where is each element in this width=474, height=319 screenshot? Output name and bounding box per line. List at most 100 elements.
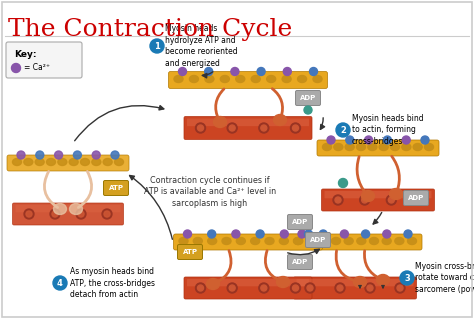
Circle shape xyxy=(362,230,370,238)
Circle shape xyxy=(52,211,58,217)
FancyBboxPatch shape xyxy=(295,91,320,106)
Ellipse shape xyxy=(356,144,365,151)
FancyBboxPatch shape xyxy=(16,205,120,212)
FancyBboxPatch shape xyxy=(321,189,435,211)
Circle shape xyxy=(304,106,312,114)
Ellipse shape xyxy=(306,238,315,244)
Circle shape xyxy=(292,285,299,291)
Ellipse shape xyxy=(322,144,331,151)
Circle shape xyxy=(17,151,25,159)
Circle shape xyxy=(319,230,327,238)
Circle shape xyxy=(395,283,405,293)
FancyBboxPatch shape xyxy=(12,203,124,225)
Ellipse shape xyxy=(251,238,260,244)
Ellipse shape xyxy=(408,238,417,244)
Circle shape xyxy=(111,151,119,159)
FancyBboxPatch shape xyxy=(177,244,202,259)
Circle shape xyxy=(307,285,313,291)
FancyBboxPatch shape xyxy=(306,233,330,248)
Text: As myosin heads bind
ATP, the cross-bridges
detach from actin: As myosin heads bind ATP, the cross-brid… xyxy=(70,267,155,299)
Circle shape xyxy=(400,271,414,285)
Text: = Ca²⁺: = Ca²⁺ xyxy=(24,63,50,72)
Ellipse shape xyxy=(376,275,390,286)
FancyBboxPatch shape xyxy=(288,234,422,250)
Ellipse shape xyxy=(382,238,391,244)
Ellipse shape xyxy=(190,76,199,83)
Circle shape xyxy=(291,123,301,133)
Circle shape xyxy=(198,285,203,291)
Circle shape xyxy=(340,230,348,238)
Circle shape xyxy=(338,179,347,188)
Ellipse shape xyxy=(395,238,404,244)
Ellipse shape xyxy=(279,238,288,244)
Text: Myosin heads
hydrolyze ATP and
become reoriented
and energized: Myosin heads hydrolyze ATP and become re… xyxy=(165,24,237,68)
Text: Myosin cross-bridges
rotate toward center of
sarcomere (power stroke): Myosin cross-bridges rotate toward cente… xyxy=(415,262,474,294)
Ellipse shape xyxy=(58,159,67,166)
Circle shape xyxy=(397,285,403,291)
Ellipse shape xyxy=(208,238,217,244)
FancyBboxPatch shape xyxy=(187,279,309,286)
Text: ADP: ADP xyxy=(292,259,308,265)
Ellipse shape xyxy=(390,189,402,199)
Circle shape xyxy=(310,68,318,76)
Ellipse shape xyxy=(344,238,353,244)
Circle shape xyxy=(261,285,267,291)
FancyBboxPatch shape xyxy=(288,214,312,229)
Ellipse shape xyxy=(319,238,328,244)
Ellipse shape xyxy=(236,76,245,83)
Ellipse shape xyxy=(368,144,377,151)
Ellipse shape xyxy=(391,144,400,151)
Circle shape xyxy=(261,125,267,131)
Circle shape xyxy=(404,230,412,238)
Circle shape xyxy=(280,230,288,238)
Circle shape xyxy=(36,151,44,159)
FancyBboxPatch shape xyxy=(103,181,128,196)
Ellipse shape xyxy=(92,159,101,166)
Text: Myosin heads bind
to actin, forming
cross-bridges: Myosin heads bind to actin, forming cros… xyxy=(352,114,424,146)
Ellipse shape xyxy=(237,238,246,244)
FancyBboxPatch shape xyxy=(7,155,129,171)
Text: ATP: ATP xyxy=(182,249,198,255)
FancyBboxPatch shape xyxy=(403,190,428,205)
FancyBboxPatch shape xyxy=(168,71,328,88)
Circle shape xyxy=(195,283,206,293)
Ellipse shape xyxy=(222,238,231,244)
Ellipse shape xyxy=(308,238,317,244)
Circle shape xyxy=(383,230,391,238)
Circle shape xyxy=(333,195,343,205)
Circle shape xyxy=(402,136,410,144)
Circle shape xyxy=(227,123,237,133)
Ellipse shape xyxy=(293,238,302,244)
FancyBboxPatch shape xyxy=(173,234,322,250)
Circle shape xyxy=(11,63,20,72)
Circle shape xyxy=(53,276,67,290)
Text: 4: 4 xyxy=(57,279,63,288)
FancyBboxPatch shape xyxy=(325,191,431,198)
Ellipse shape xyxy=(357,238,366,244)
Circle shape xyxy=(24,209,34,219)
Circle shape xyxy=(365,283,375,293)
Ellipse shape xyxy=(362,190,374,202)
Ellipse shape xyxy=(298,76,307,83)
Circle shape xyxy=(195,123,206,133)
Ellipse shape xyxy=(54,204,66,214)
Circle shape xyxy=(283,68,292,76)
Text: Key:: Key: xyxy=(14,50,36,59)
Circle shape xyxy=(362,197,368,203)
Circle shape xyxy=(229,125,235,131)
Ellipse shape xyxy=(46,159,55,166)
Circle shape xyxy=(150,39,164,53)
Ellipse shape xyxy=(35,159,44,166)
Ellipse shape xyxy=(282,76,291,83)
Circle shape xyxy=(257,68,265,76)
Circle shape xyxy=(229,285,235,291)
Ellipse shape xyxy=(267,76,276,83)
Ellipse shape xyxy=(354,277,366,287)
Ellipse shape xyxy=(379,144,388,151)
Circle shape xyxy=(73,151,82,159)
Circle shape xyxy=(104,211,110,217)
Circle shape xyxy=(183,230,191,238)
Text: 2: 2 xyxy=(340,126,346,135)
Ellipse shape xyxy=(273,115,286,125)
Circle shape xyxy=(198,125,203,131)
